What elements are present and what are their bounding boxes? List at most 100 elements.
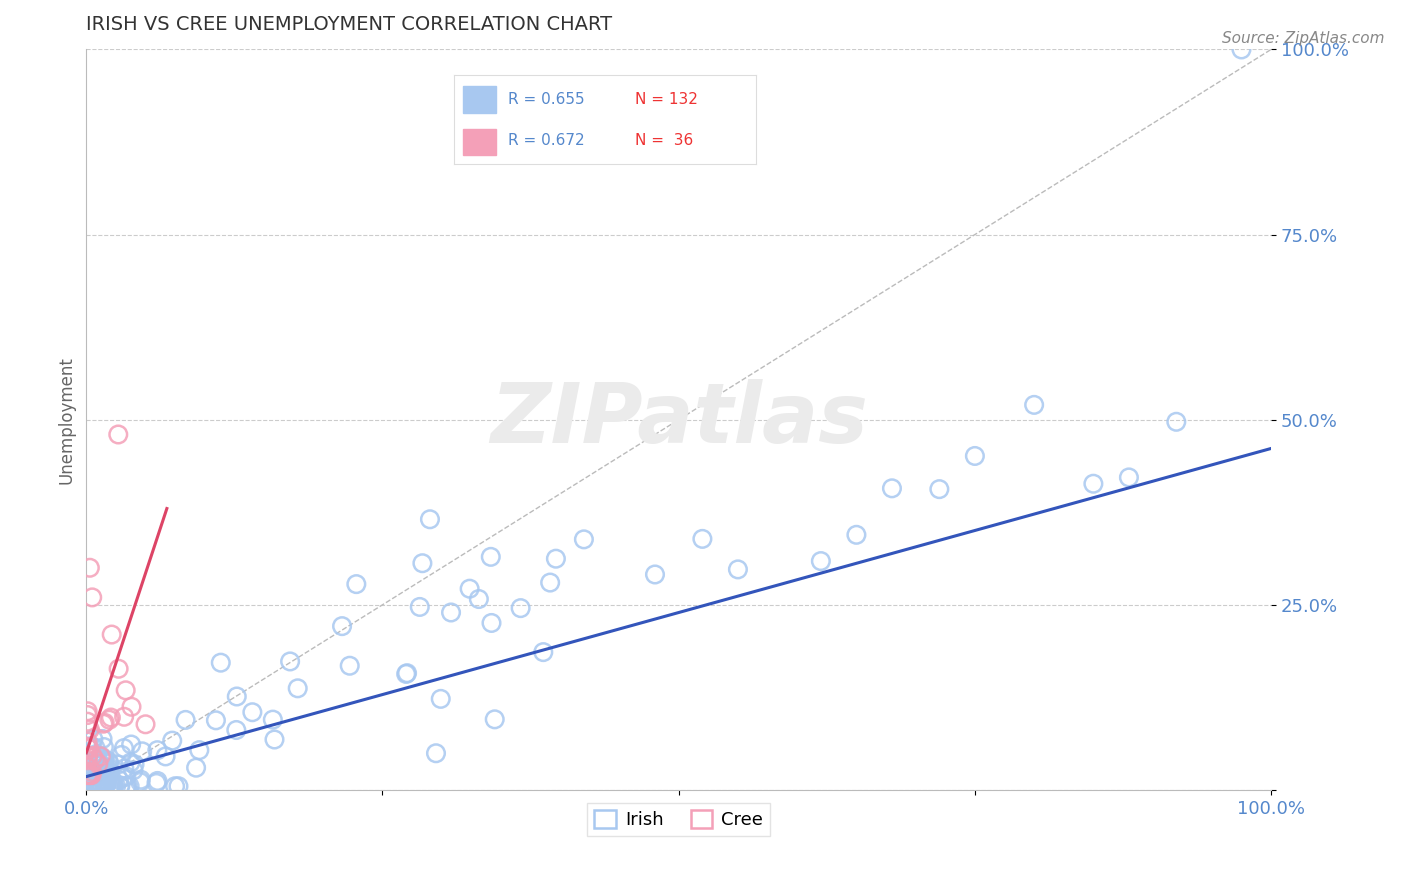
Point — [155, 749, 177, 764]
Point — [409, 599, 432, 614]
Point — [89, 758, 111, 772]
Point — [77, 739, 100, 754]
Point — [107, 662, 129, 676]
Point — [91, 731, 114, 746]
Point — [93, 715, 115, 730]
Point — [87, 752, 110, 766]
Point — [77, 772, 100, 786]
Point — [79, 768, 101, 782]
Point — [129, 772, 152, 787]
Point — [76, 749, 98, 764]
Point — [91, 779, 114, 793]
Point — [94, 779, 117, 793]
Point — [115, 779, 138, 793]
Point — [120, 738, 142, 752]
Point — [82, 732, 104, 747]
Point — [76, 761, 98, 775]
Point — [77, 756, 100, 771]
Point — [531, 645, 554, 659]
Point — [263, 732, 285, 747]
Point — [963, 449, 986, 463]
Point — [93, 779, 115, 793]
Point — [98, 713, 121, 727]
Point — [1166, 415, 1188, 429]
Point — [544, 551, 567, 566]
Point — [174, 713, 197, 727]
Point — [91, 751, 114, 765]
Point — [112, 741, 135, 756]
Point — [79, 776, 101, 790]
Point — [89, 758, 111, 772]
Point — [108, 772, 131, 787]
Point — [117, 779, 139, 793]
Point — [100, 627, 122, 641]
Point — [419, 512, 441, 526]
Point — [90, 749, 112, 764]
Point — [98, 756, 121, 770]
Point — [121, 699, 143, 714]
Point — [77, 779, 100, 793]
Point — [108, 779, 131, 793]
Point — [97, 754, 120, 768]
Point — [110, 747, 132, 762]
Point — [100, 710, 122, 724]
Point — [93, 761, 115, 775]
Point — [84, 741, 107, 756]
Point — [96, 762, 118, 776]
Point — [89, 778, 111, 792]
Point — [1024, 398, 1046, 412]
Point — [94, 760, 117, 774]
Point — [76, 749, 98, 764]
Point — [440, 606, 463, 620]
Point — [184, 761, 207, 775]
Point — [395, 667, 418, 681]
Point — [101, 779, 124, 793]
Point — [76, 740, 98, 755]
Point — [339, 658, 361, 673]
Point — [644, 567, 666, 582]
Point — [134, 717, 156, 731]
Point — [98, 779, 121, 793]
Point — [79, 561, 101, 575]
Point — [205, 714, 228, 728]
Point — [411, 556, 433, 570]
Point — [86, 747, 108, 761]
Point — [87, 774, 110, 789]
Point — [79, 761, 101, 775]
Point — [225, 723, 247, 737]
Point — [107, 427, 129, 442]
Point — [91, 763, 114, 777]
Point — [97, 771, 120, 785]
Point — [79, 779, 101, 793]
Point — [82, 778, 104, 792]
Point — [1230, 42, 1253, 56]
Point — [94, 776, 117, 790]
Point — [111, 771, 134, 785]
Point — [1118, 470, 1140, 484]
Point — [110, 779, 132, 793]
Point — [79, 723, 101, 737]
Point — [120, 756, 142, 770]
Legend: Irish, Cree: Irish, Cree — [586, 803, 770, 837]
Point — [93, 763, 115, 777]
Point — [479, 549, 502, 564]
Point — [928, 482, 950, 496]
Point — [880, 481, 903, 495]
Point — [84, 779, 107, 793]
Point — [94, 779, 117, 793]
Point — [146, 774, 169, 789]
Point — [115, 769, 138, 783]
Point — [118, 779, 141, 793]
Point — [93, 739, 115, 754]
Point — [160, 733, 183, 747]
Point — [468, 592, 491, 607]
Point — [509, 601, 531, 615]
Text: ZIPatlas: ZIPatlas — [489, 379, 868, 460]
Point — [425, 746, 447, 760]
Point — [76, 768, 98, 782]
Point — [810, 554, 832, 568]
Point — [278, 655, 301, 669]
Point — [429, 691, 451, 706]
Point — [458, 582, 481, 596]
Point — [692, 532, 714, 546]
